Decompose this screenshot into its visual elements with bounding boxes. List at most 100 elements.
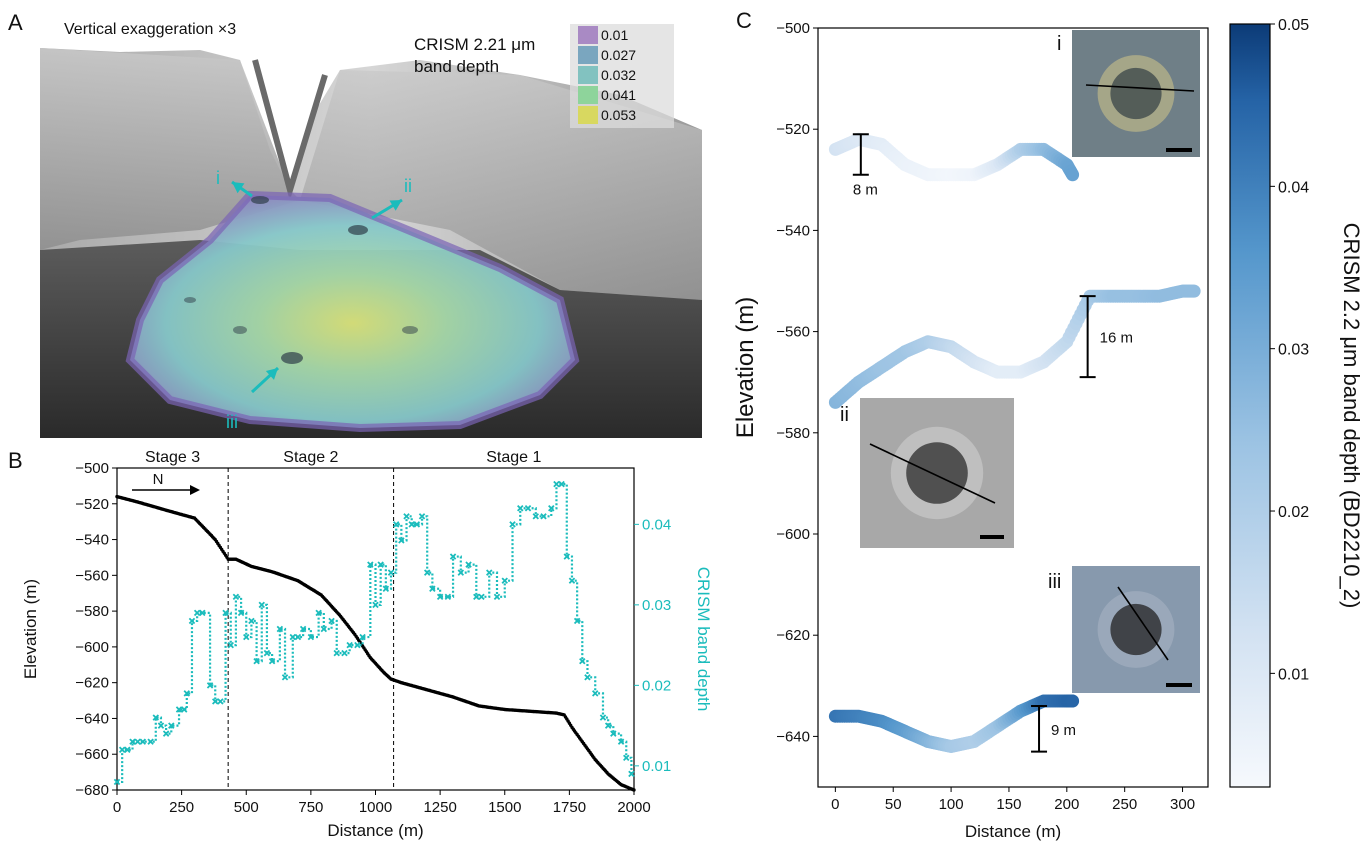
vertical-exaggeration-label: Vertical exaggeration ×3	[64, 21, 236, 38]
y-tick-label: −680	[75, 782, 109, 799]
band-depth-point	[124, 746, 131, 753]
panel-b: B 0 250 500 750 1000 1250 1500 1750 2000 −500 −520…	[8, 448, 713, 840]
band-depth-point	[591, 690, 599, 697]
band-depth-point	[341, 649, 348, 657]
x-tick-label: 0	[113, 799, 121, 816]
band-depth-point	[333, 649, 340, 657]
band-depth-point	[320, 625, 328, 633]
legend-swatch-1	[578, 46, 598, 64]
y-tick-label: −560	[75, 567, 109, 584]
y-tick-label: −580	[75, 603, 109, 620]
profile-iii: 9 m	[828, 694, 1080, 753]
band-depth-point	[486, 569, 493, 576]
profile-trace-line	[869, 443, 996, 504]
band-depth-point	[584, 674, 591, 681]
legend-swatch-0	[578, 26, 598, 44]
band-depth-point	[501, 577, 508, 584]
inset-i: i	[1057, 30, 1200, 157]
y-tick-label: −640	[75, 710, 109, 727]
legend-swatch-4	[578, 106, 598, 124]
band-depth-point	[423, 569, 431, 576]
colorbar-tick-label: 0.02	[1278, 504, 1309, 521]
band-depth-point	[346, 641, 353, 649]
y-tick-label: −500	[75, 460, 109, 477]
band-depth-point	[253, 657, 260, 665]
elevation-point	[632, 788, 636, 792]
legend-swatch-3	[578, 86, 598, 104]
band-depth-point	[299, 625, 307, 633]
scale-bar-label: 8 m	[853, 182, 878, 199]
x-tick-label: 1250	[423, 799, 456, 816]
y2-axis-label: CRISM band depth	[694, 567, 713, 712]
band-depth-point	[248, 617, 255, 625]
x-tick-label: 1500	[488, 799, 521, 816]
north-label: N	[153, 471, 164, 488]
plot-frame	[116, 467, 635, 791]
y2-tick-label: 0.04	[642, 516, 671, 533]
band-depth-point	[604, 722, 612, 729]
band-depth-point	[372, 601, 379, 609]
band-depth-point	[289, 633, 297, 641]
crater-floor	[1110, 67, 1162, 120]
band-depth-point	[377, 561, 384, 568]
legend-label-1: 0.027	[601, 47, 636, 63]
band-depth-point	[188, 617, 196, 625]
band-depth-point	[237, 609, 245, 617]
profile-ii: 16 m	[828, 284, 1201, 409]
colorbar: 0.05 0.04 0.03 0.02 0.01 CRISM 2.2 μm band de…	[1229, 17, 1364, 788]
profile-trace-line	[1085, 84, 1195, 92]
y-tick-label: −580	[776, 425, 810, 442]
band-depth-point	[398, 537, 405, 544]
band-depth-point	[418, 513, 426, 520]
band-depth-point	[553, 480, 560, 488]
band-depth-point	[129, 738, 136, 745]
band-depth-point	[315, 609, 322, 617]
profile-trace-line	[1117, 586, 1169, 661]
x-tick-label: 0	[831, 796, 839, 813]
band-depth-point	[193, 609, 201, 617]
colorbar-gradient	[1229, 23, 1271, 788]
band-depth-point	[134, 738, 141, 745]
x-axis-label: Distance (m)	[965, 822, 1061, 841]
panel-letter-b: B	[8, 448, 23, 473]
band-depth-point	[465, 561, 472, 568]
band-depth-point	[206, 682, 214, 689]
panel-a: A Vertical exaggeration ×3 CRISM 2.21 μm…	[8, 10, 702, 438]
band-depth-point	[610, 730, 617, 737]
y2-tick-label: 0.03	[642, 597, 671, 614]
band-depth-point	[382, 585, 390, 592]
y-tick-label: −620	[75, 675, 109, 692]
band-depth-point	[263, 649, 271, 657]
x-tick-label: 200	[1054, 796, 1079, 813]
band-depth-point	[473, 593, 480, 601]
crater-floor	[1110, 603, 1162, 656]
profile-point	[1187, 284, 1201, 298]
arrow-label-ii: ii	[404, 176, 412, 196]
scale-bar-label: 16 m	[1100, 330, 1133, 347]
band-depth-point	[387, 569, 395, 576]
panel-letter-c: C	[736, 8, 752, 33]
band-depth-point	[579, 657, 586, 665]
y-axis-label: Elevation (m)	[732, 297, 759, 438]
stage-label-3: Stage 1	[486, 449, 541, 466]
y-tick-label: −660	[75, 746, 109, 763]
band-depth-point	[227, 641, 234, 649]
y2-tick-label: 0.02	[642, 677, 671, 694]
band-depth-point	[568, 577, 576, 584]
profile-point	[1066, 694, 1080, 708]
colorbar-tick-label: 0.05	[1278, 17, 1309, 34]
band-depth-legend: 0.01 0.027 0.032 0.041 0.053	[570, 24, 674, 128]
x-tick-label: 750	[298, 799, 323, 816]
colorbar-tick-label: 0.01	[1278, 666, 1309, 683]
colorbar-label: CRISM 2.2 μm band depth (BD2210_2)	[1339, 223, 1364, 609]
chart-b: 0 250 500 750 1000 1250 1500 1750 2000 −500 −520 −5…	[21, 449, 713, 840]
band-depth-point	[524, 505, 532, 512]
x-tick-label: 250	[1112, 796, 1137, 813]
x-tick-label: 150	[996, 796, 1021, 813]
band-depth-point	[175, 706, 183, 713]
band-depth-point	[359, 633, 366, 641]
arrow-head-iii	[265, 368, 278, 380]
band-depth-point	[532, 513, 540, 520]
inset-label-ii: ii	[840, 404, 849, 426]
